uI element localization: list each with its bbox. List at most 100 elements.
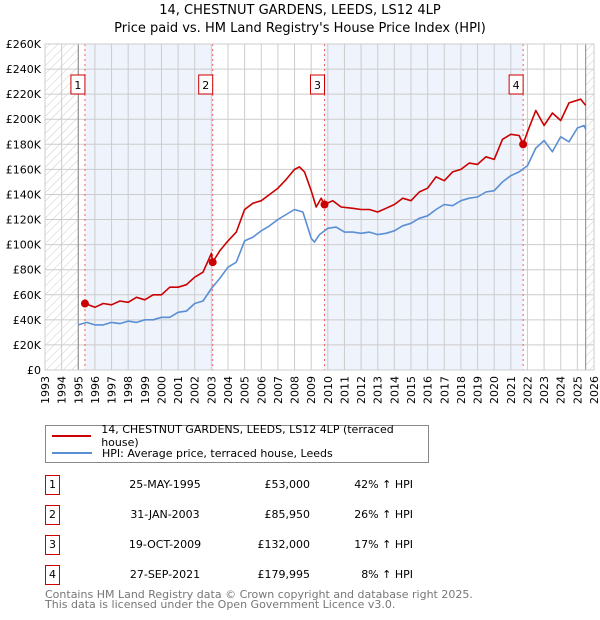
x-tick-label: 1995 (72, 376, 85, 404)
y-tick-label: £60K (13, 289, 42, 302)
table-row: 2 31-JAN-2003 £85,950 26% ↑ HPI (45, 505, 465, 525)
x-tick-label: 2005 (239, 376, 252, 404)
y-tick-label: £140K (6, 188, 42, 201)
x-tick-label: 2025 (571, 376, 584, 404)
x-tick-label: 2000 (155, 376, 168, 404)
x-tick-label: 2023 (538, 376, 551, 404)
y-tick-label: £120K (6, 214, 42, 227)
x-tick-label: 2019 (472, 376, 485, 404)
sale-label-box (309, 74, 325, 95)
sale-label: 2 (202, 79, 209, 92)
y-tick-label: £0 (27, 364, 41, 377)
x-tick-label: 1998 (122, 376, 135, 404)
legend-swatch-hpi (52, 452, 92, 454)
sale-hpi-diff: 17% ↑ HPI (354, 538, 413, 551)
sale-point (80, 299, 89, 308)
chart-plot: 1 2 3 4 1993 1994 1995 1996 1997 1998 1999 2000 2001… (6, 38, 600, 404)
x-tick-label: 2010 (322, 376, 335, 404)
legend-label-property: 14, CHESTNUT GARDENS, LEEDS, LS12 4LP (t… (101, 423, 394, 449)
table-row: 4 27-SEP-2021 £179,995 8% ↑ HPI (45, 565, 465, 585)
x-tick-label: 2015 (405, 376, 418, 404)
y-tick-label: £20K (13, 339, 42, 352)
y-tick-label: £40K (13, 314, 42, 327)
x-tick-label: 2006 (255, 376, 268, 404)
sale-hpi-diff: 26% ↑ HPI (354, 508, 413, 521)
x-tick-label: 2018 (455, 376, 468, 404)
sale-number: 1 (45, 475, 60, 495)
x-tick-label: 2004 (222, 376, 235, 404)
table-row: 1 25-MAY-1995 £53,000 42% ↑ HPI (45, 475, 465, 495)
x-tick-label: 2008 (289, 376, 302, 404)
x-tick-label: 2026 (588, 376, 600, 404)
legend-item-hpi: HPI: Average price, terraced house, Leed… (52, 445, 333, 461)
x-tick-label: 2016 (422, 376, 435, 404)
x-tick-label: 2013 (372, 376, 385, 404)
sale-number: 4 (45, 565, 60, 585)
sale-hpi-diff: 42% ↑ HPI (354, 478, 413, 491)
x-tick-label: 1999 (139, 376, 152, 404)
sale-label: 4 (513, 79, 520, 92)
sale-label-box (198, 74, 214, 95)
sale-date: 19-OCT-2009 (128, 538, 202, 551)
sale-price: £53,000 (264, 478, 311, 491)
legend-swatch-property (52, 435, 92, 437)
sale-label-box (70, 74, 86, 95)
sale-point (519, 140, 528, 149)
table-row: 3 19-OCT-2009 £132,000 17% ↑ HPI (45, 535, 465, 555)
hpi-line (78, 124, 587, 326)
sale-date: 27-SEP-2021 (129, 568, 201, 581)
legend-item-property: 14, CHESTNUT GARDENS, LEEDS, LS12 4LP (t… (52, 423, 428, 449)
sale-number: 2 (45, 505, 60, 525)
footer: Contains HM Land Registry data © Crown c… (45, 588, 473, 611)
sale-price: £179,995 (257, 568, 311, 581)
y-tick-label: £220K (6, 88, 42, 101)
y-tick-label: £100K (6, 239, 42, 252)
y-tick-label: £180K (6, 138, 42, 151)
sale-label: 3 (314, 79, 321, 92)
y-tick-label: £160K (6, 163, 42, 176)
x-tick-label: 2003 (205, 376, 218, 404)
x-tick-label: 2002 (189, 376, 202, 404)
sale-hpi-diff: 8% ↑ HPI (361, 568, 413, 581)
title-line-2: Price paid vs. HM Land Registry's House … (114, 21, 486, 36)
x-tick-label: 2011 (338, 376, 351, 404)
y-tick-label: £240K (6, 63, 42, 76)
legend: 14, CHESTNUT GARDENS, LEEDS, LS12 4LP (t… (45, 423, 429, 463)
x-tick-label: 2007 (272, 376, 285, 404)
chart-title: 14, CHESTNUT GARDENS, LEEDS, LS12 4LP Pr… (0, 2, 600, 38)
hatched-region (585, 44, 594, 370)
sale-point (208, 258, 217, 267)
x-tick-label: 2024 (555, 376, 568, 404)
x-tick-label: 2001 (172, 376, 185, 404)
x-tick-label: 1993 (39, 376, 52, 404)
sale-date: 25-MAY-1995 (129, 478, 201, 491)
sale-date: 31-JAN-2003 (130, 508, 200, 521)
legend-label-hpi: HPI: Average price, terraced house, Leed… (102, 446, 333, 460)
plot-frame (44, 43, 595, 371)
sale-price: £132,000 (257, 538, 311, 551)
sale-number: 3 (45, 535, 60, 555)
x-tick-label: 2020 (488, 376, 501, 404)
footer-line-1: Contains HM Land Registry data © Crown c… (45, 588, 473, 601)
x-tick-label: 2017 (438, 376, 451, 404)
sale-price: £85,950 (264, 508, 311, 521)
x-tick-label: 2021 (505, 376, 518, 404)
x-tick-label: 1997 (106, 376, 119, 404)
title-line-1: 14, CHESTNUT GARDENS, LEEDS, LS12 4LP (159, 3, 441, 18)
x-tick-label: 2012 (355, 376, 368, 404)
x-tick-label: 1996 (89, 376, 102, 404)
ownership-band (324, 44, 524, 370)
x-tick-label: 2014 (388, 376, 401, 404)
x-tick-label: 2009 (305, 376, 318, 404)
sale-label-box (508, 74, 524, 95)
y-tick-label: £260K (6, 38, 42, 51)
sale-label: 1 (74, 79, 81, 92)
sale-point (320, 200, 329, 209)
ownership-band (84, 44, 213, 370)
y-tick-label: £80K (13, 264, 42, 277)
x-tick-label: 1994 (56, 376, 69, 404)
footer-line-2: This data is licensed under the Open Gov… (45, 598, 396, 611)
y-tick-label: £200K (6, 113, 42, 126)
x-tick-label: 2022 (521, 376, 534, 404)
